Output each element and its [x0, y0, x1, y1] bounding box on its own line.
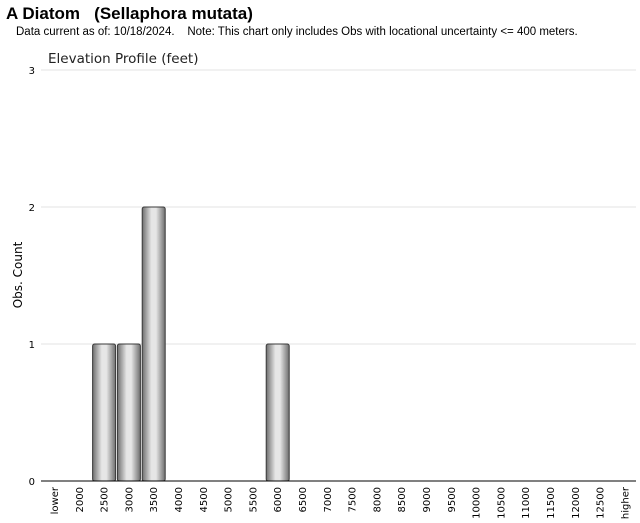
x-tick-label: 12500 [596, 487, 607, 519]
bar-6000 [265, 343, 290, 482]
x-tick-label: 8000 [372, 487, 383, 512]
y-axis-label: Obs. Count [11, 241, 25, 308]
species-title: A Diatom (Sellaphora mutata) [6, 4, 253, 23]
bar-3000 [116, 343, 141, 482]
bar-3500 [141, 206, 166, 482]
x-tick-label: 5500 [248, 487, 259, 512]
gridlines [41, 69, 636, 345]
y-tick-labels: 0 1 2 3 [29, 66, 35, 488]
x-tick-label: 7500 [348, 487, 359, 512]
x-tick-label: 2500 [100, 487, 111, 512]
x-tick-label: 6000 [273, 487, 284, 512]
x-tick-label: 9500 [447, 487, 458, 512]
x-tick-label: 2000 [75, 487, 86, 512]
x-tick-label: 8500 [397, 487, 408, 512]
x-tick-label: 10500 [496, 487, 507, 519]
x-tick-label: 11000 [521, 487, 532, 519]
x-tick-label: 7000 [323, 487, 334, 512]
x-tick-label: 3000 [124, 487, 135, 512]
data-note: Data current as of: 10/18/2024. Note: Th… [16, 26, 578, 38]
chart-title: Elevation Profile (feet) [48, 51, 198, 67]
x-tick-label: 4500 [199, 487, 210, 512]
bars [92, 206, 290, 482]
x-tick-label: 10000 [472, 487, 483, 519]
y-tick-label: 2 [29, 203, 35, 214]
x-tick-label: 9000 [422, 487, 433, 512]
x-tick-label: 5000 [224, 487, 235, 512]
x-tick-labels: lower 2000 2500 3000 3500 4000 4500 5000 5500 600… [50, 486, 631, 519]
x-tick-label: 4000 [174, 487, 185, 512]
bar-2500 [92, 343, 117, 482]
y-tick-label: 1 [29, 340, 35, 351]
x-tick-label: lower [50, 486, 61, 514]
x-tick-label: 3500 [149, 487, 160, 512]
x-tick-label: 11500 [546, 487, 557, 519]
x-tick-label: higher [620, 486, 631, 519]
y-tick-label: 3 [29, 66, 35, 77]
x-tick-label: 6500 [298, 487, 309, 512]
y-tick-label: 0 [29, 477, 35, 488]
x-tick-label: 12000 [571, 487, 582, 519]
